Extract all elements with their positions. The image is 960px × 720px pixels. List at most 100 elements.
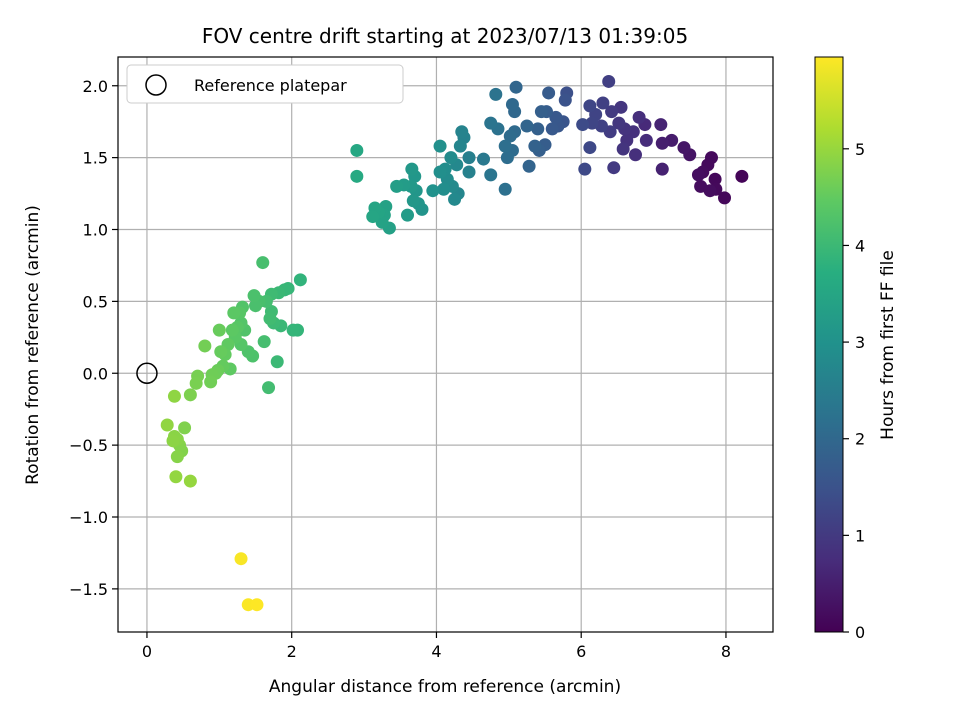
data-point <box>498 139 512 153</box>
data-point <box>227 306 241 320</box>
legend: Reference platepar <box>126 64 404 104</box>
colorbar-label: Hours from first FF file <box>878 250 898 440</box>
data-point <box>178 421 192 435</box>
y-tick-label: 0.5 <box>83 292 108 311</box>
data-point <box>375 215 389 229</box>
data-point <box>520 119 534 133</box>
data-point <box>703 184 717 198</box>
colorbar-gradient <box>814 56 844 633</box>
y-tick-label: 1.0 <box>83 221 108 240</box>
data-point <box>628 148 642 162</box>
x-tick-label: 4 <box>431 642 441 661</box>
data-point <box>691 168 705 182</box>
colorbar: 0 1 2 3 4 5 Hours from first FF file <box>814 56 898 642</box>
x-axis: 0 2 4 6 8 <box>142 632 731 661</box>
y-tick-label: −0.5 <box>69 436 108 455</box>
y-axis: −1.5 −1.0 −0.5 0.0 0.5 1.0 1.5 2.0 <box>69 77 118 599</box>
data-point <box>708 172 722 186</box>
data-point <box>578 162 592 176</box>
y-tick-label: −1.5 <box>69 580 108 599</box>
data-point <box>262 381 276 395</box>
data-point <box>293 273 307 287</box>
colorbar-tick-label: 1 <box>855 526 865 545</box>
data-point <box>505 97 519 111</box>
y-tick-label: 1.5 <box>83 149 108 168</box>
data-point <box>249 299 263 313</box>
plot-frame <box>117 56 774 633</box>
data-point <box>509 80 523 94</box>
data-point <box>263 312 277 326</box>
reference-platepar-marker <box>136 362 158 384</box>
colorbar-tick-label: 3 <box>855 333 865 352</box>
legend-box <box>126 64 404 104</box>
x-axis-label: Angular distance from reference (arcmin) <box>269 677 621 697</box>
y-tick-label: 2.0 <box>83 77 108 96</box>
data-point <box>167 389 181 403</box>
data-point <box>448 192 462 206</box>
data-point <box>632 110 646 124</box>
data-point <box>455 125 469 139</box>
data-point <box>405 162 419 176</box>
data-point <box>607 161 621 175</box>
data-point <box>204 375 218 389</box>
y-axis-label: Rotation from reference (arcmin) <box>23 205 43 485</box>
data-point <box>350 169 364 183</box>
data-point <box>489 87 503 101</box>
scatter-points <box>160 74 749 612</box>
data-point <box>583 99 597 113</box>
x-tick-label: 6 <box>576 642 586 661</box>
data-point <box>576 118 590 132</box>
gridlines <box>118 57 773 632</box>
data-point <box>183 388 197 402</box>
x-tick-label: 8 <box>721 642 731 661</box>
data-point <box>401 208 415 222</box>
data-point <box>453 139 467 153</box>
data-point <box>503 129 517 143</box>
data-point <box>602 74 616 88</box>
data-point <box>655 136 669 150</box>
data-point <box>534 105 548 119</box>
data-point <box>350 143 364 157</box>
data-point <box>198 339 212 353</box>
data-point <box>498 182 512 196</box>
legend-label: Reference platepar <box>194 76 347 95</box>
data-point <box>257 335 271 349</box>
data-point <box>406 194 420 208</box>
data-point <box>677 141 691 155</box>
colorbar-ticks: 0 1 2 3 4 5 <box>843 140 865 642</box>
data-point <box>522 159 536 173</box>
data-point <box>212 323 226 337</box>
data-point <box>612 116 626 130</box>
data-point <box>462 151 476 165</box>
data-point <box>558 93 572 107</box>
data-point <box>247 289 261 303</box>
data-point <box>390 179 404 193</box>
data-point <box>549 110 563 124</box>
colorbar-tick-label: 4 <box>855 236 865 255</box>
data-point <box>596 96 610 110</box>
data-point <box>426 184 440 198</box>
data-point <box>605 105 619 119</box>
data-point <box>366 210 380 224</box>
x-tick-label: 0 <box>142 642 152 661</box>
data-point <box>433 139 447 153</box>
data-point <box>170 450 184 464</box>
x-tick-label: 2 <box>287 642 297 661</box>
data-point <box>528 139 542 153</box>
data-point <box>189 376 203 390</box>
data-point <box>214 345 228 359</box>
data-point <box>234 552 248 566</box>
data-point <box>655 162 669 176</box>
data-point <box>270 355 284 369</box>
data-point <box>500 151 514 165</box>
data-point <box>225 323 239 337</box>
data-point <box>484 116 498 130</box>
data-point <box>169 470 183 484</box>
data-point <box>256 256 270 270</box>
data-point <box>476 152 490 166</box>
data-point <box>531 122 545 136</box>
data-point <box>444 151 458 165</box>
data-point <box>250 598 264 612</box>
data-point <box>639 133 653 147</box>
